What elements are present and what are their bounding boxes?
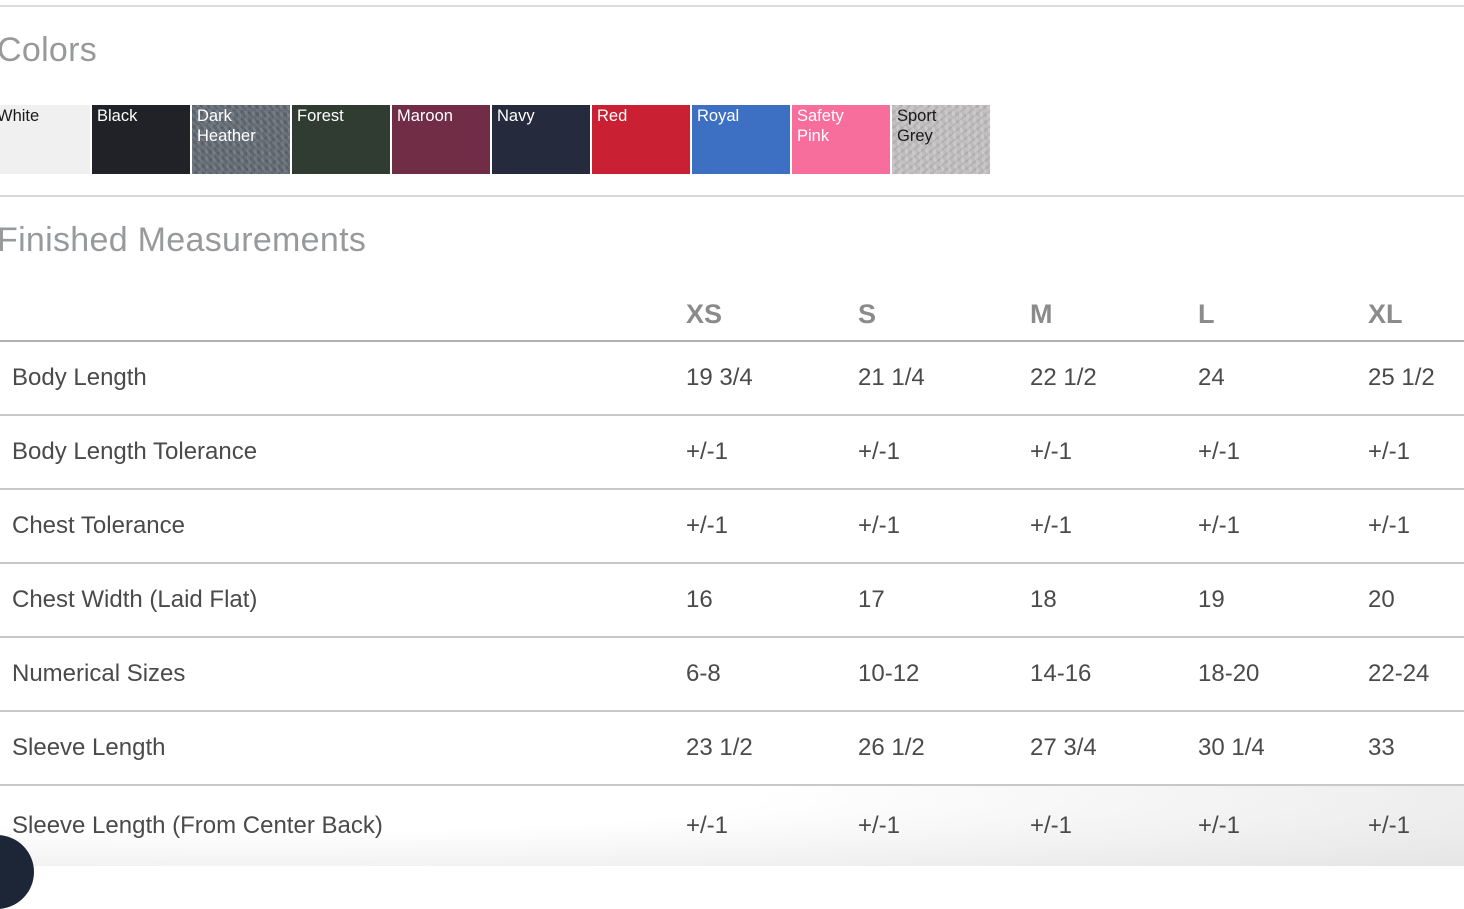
measurement-value: +/-1 — [1030, 811, 1073, 839]
color-swatch-navy[interactable]: Navy — [492, 105, 590, 175]
size-column-header-m: M — [1030, 299, 1053, 330]
section-divider — [0, 195, 1464, 198]
measurement-value: 21 1/4 — [858, 363, 925, 391]
finished-measurements-section: Finished Measurements XS S M L XL Body Lengt… — [0, 221, 1464, 866]
measurement-label-header — [0, 309, 686, 315]
top-divider — [0, 5, 1464, 7]
table-row: Body Length 19 3/4 21 1/4 22 1/2 24 25 1/2 — [0, 342, 1464, 416]
color-swatch-label: Maroon — [397, 107, 453, 126]
measurement-value: 27 3/4 — [1030, 733, 1097, 761]
measurement-value: 19 3/4 — [686, 363, 753, 391]
measurement-value: 19 — [1198, 585, 1225, 613]
measurement-label: Body Length Tolerance — [12, 437, 258, 465]
measurement-value: 18-20 — [1198, 659, 1260, 687]
measurement-value: +/-1 — [1030, 437, 1073, 465]
measurement-value: 24 — [1198, 363, 1225, 391]
measurement-value: 10-12 — [858, 659, 920, 687]
measurement-value: +/-1 — [686, 811, 729, 839]
measurements-table-body: Body Length 19 3/4 21 1/4 22 1/2 24 25 1/2 Bod… — [0, 342, 1464, 866]
table-row: Sleeve Length (From Center Back) +/-1 +/-1… — [0, 785, 1464, 866]
measurement-value: 26 1/2 — [858, 733, 925, 761]
measurement-value: +/-1 — [1368, 437, 1411, 465]
color-swatch-black[interactable]: Black — [92, 105, 190, 175]
color-swatch-label: Navy — [497, 107, 535, 126]
measurement-label: Sleeve Length — [12, 733, 166, 761]
color-swatch-sport-grey[interactable]: Sport Grey — [892, 105, 990, 175]
measurement-value: +/-1 — [1030, 511, 1073, 539]
measurement-value: 14-16 — [1030, 659, 1092, 687]
color-swatch-safety-pink[interactable]: Safety Pink — [792, 105, 890, 175]
color-swatch-royal[interactable]: Royal — [692, 105, 790, 175]
size-column-header-xs: XS — [686, 299, 723, 330]
measurement-value: 16 — [686, 585, 713, 613]
size-column-header-xl: XL — [1368, 299, 1403, 330]
measurement-label: Chest Width (Laid Flat) — [12, 585, 258, 613]
measurement-value: 22 1/2 — [1030, 363, 1097, 391]
measurement-value: 18 — [1030, 585, 1057, 613]
finished-measurements-heading: Finished Measurements — [0, 221, 367, 260]
measurement-value: 22-24 — [1368, 659, 1430, 687]
measurement-value: 6-8 — [686, 659, 721, 687]
table-row: Sleeve Length 23 1/2 26 1/2 27 3/4 30 1/4 33 — [0, 712, 1464, 786]
measurement-label: Chest Tolerance — [12, 511, 185, 539]
size-column-header-l: L — [1198, 299, 1215, 330]
measurement-value: 25 1/2 — [1368, 363, 1435, 391]
measurement-value: +/-1 — [1198, 511, 1241, 539]
table-row: Numerical Sizes 6-8 10-12 14-16 18-20 22-24 — [0, 638, 1464, 712]
color-swatch-label: Dark Heather — [197, 107, 256, 145]
measurement-label: Sleeve Length (From Center Back) — [12, 811, 383, 839]
table-row: Chest Tolerance +/-1 +/-1 +/-1 +/-1 +/-1 — [0, 490, 1464, 564]
measurement-label: Numerical Sizes — [12, 659, 186, 687]
color-swatch-label: Black — [97, 107, 138, 126]
color-swatch-label: Royal — [697, 107, 740, 126]
measurement-value: 17 — [858, 585, 885, 613]
color-swatch-label: Sport Grey — [897, 107, 937, 145]
color-swatch-label: White — [0, 107, 40, 126]
product-size-chart-page: Colors White Black Dark Heather Forest Maroo… — [0, 5, 1464, 909]
size-column-header-s: S — [858, 299, 877, 330]
measurement-value: 33 — [1368, 733, 1395, 761]
measurement-value: +/-1 — [858, 437, 901, 465]
measurement-value: +/-1 — [1198, 811, 1241, 839]
color-swatch-forest[interactable]: Forest — [292, 105, 390, 175]
measurement-value: +/-1 — [858, 511, 901, 539]
measurements-table: XS S M L XL Body Length 19 3/4 21 1/4 22 1/2 24 2… — [0, 284, 1464, 866]
table-row: Chest Width (Laid Flat) 16 17 18 19 20 — [0, 564, 1464, 638]
color-swatch-white[interactable]: White — [0, 105, 90, 175]
color-swatch-label: Safety Pink — [797, 107, 844, 145]
measurement-value: +/-1 — [686, 511, 729, 539]
color-swatch-label: Red — [597, 107, 628, 126]
measurement-value: +/-1 — [686, 437, 729, 465]
measurements-table-header: XS S M L XL — [0, 284, 1464, 342]
measurement-value: 23 1/2 — [686, 733, 753, 761]
measurement-label: Body Length — [12, 363, 147, 391]
colors-heading: Colors — [0, 31, 98, 69]
measurement-value: +/-1 — [1198, 437, 1241, 465]
color-swatch-label: Forest — [297, 107, 344, 126]
color-swatch-maroon[interactable]: Maroon — [392, 105, 490, 175]
color-swatch-dark-heather[interactable]: Dark Heather — [192, 105, 290, 175]
measurement-value: +/-1 — [1368, 811, 1411, 839]
colors-section: Colors White Black Dark Heather Forest Maroo… — [0, 31, 1464, 175]
measurement-value: +/-1 — [1368, 511, 1411, 539]
table-row: Body Length Tolerance +/-1 +/-1 +/-1 +/-1 +/-… — [0, 416, 1464, 490]
color-swatch-red[interactable]: Red — [592, 105, 690, 175]
measurement-value: +/-1 — [858, 811, 901, 839]
measurement-value: 20 — [1368, 585, 1395, 613]
color-swatch-row: White Black Dark Heather Forest Maroon Navy Re… — [0, 105, 1464, 175]
measurement-value: 30 1/4 — [1198, 733, 1265, 761]
